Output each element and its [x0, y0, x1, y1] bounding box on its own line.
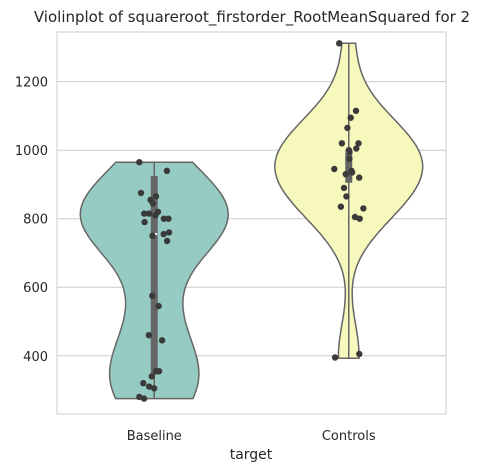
data-point: [136, 393, 143, 401]
data-point: [356, 350, 363, 358]
data-point: [347, 114, 354, 121]
x-axis-label: target: [230, 447, 273, 463]
data-point: [155, 368, 163, 375]
data-point: [140, 380, 147, 387]
data-point: [353, 145, 360, 152]
y-tick-label: 400: [23, 350, 48, 365]
data-point: [331, 165, 338, 173]
chart-title: Violinplot of squareroot_firstorder_Root…: [34, 8, 470, 27]
data-point: [136, 159, 143, 166]
data-point: [160, 215, 168, 222]
data-point: [331, 354, 339, 361]
iqr-box: [150, 175, 158, 375]
plot-area: 400 600 800 1000 1200 Baseline Controls: [15, 31, 447, 444]
data-point: [163, 167, 171, 174]
data-point: [141, 210, 148, 217]
data-point: [158, 337, 166, 344]
data-point: [140, 395, 148, 402]
y-tick-label: 600: [23, 281, 48, 296]
data-point: [342, 171, 349, 178]
data-point: [146, 383, 153, 390]
data-point: [145, 332, 153, 339]
data-point: [344, 124, 351, 132]
data-point: [148, 373, 155, 380]
data-point: [152, 212, 159, 219]
y-tick-label: 800: [23, 213, 48, 228]
data-point: [356, 215, 363, 222]
data-point: [355, 140, 362, 147]
data-point: [155, 302, 162, 310]
data-point: [165, 215, 172, 222]
data-point: [348, 169, 356, 176]
data-point: [360, 205, 367, 212]
data-point: [165, 229, 173, 236]
data-point: [163, 237, 171, 245]
iqr-box: [345, 150, 353, 183]
data-point: [338, 140, 346, 147]
y-tick-label: 1200: [15, 76, 48, 91]
data-point: [152, 193, 160, 200]
data-point: [160, 230, 167, 238]
x-tick-label: Controls: [322, 429, 376, 444]
data-point: [336, 40, 343, 47]
data-point: [340, 184, 348, 192]
data-point: [337, 203, 345, 210]
data-point: [356, 174, 363, 181]
data-point: [150, 385, 158, 392]
data-point: [149, 232, 156, 239]
data-point: [145, 210, 153, 217]
data-point: [149, 200, 157, 207]
data-point: [149, 292, 156, 299]
data-point: [343, 193, 350, 200]
plot-frame: [56, 31, 447, 415]
data-point: [137, 189, 145, 197]
data-point: [352, 107, 360, 115]
data-point: [346, 155, 353, 162]
y-tick-label: 1000: [15, 144, 48, 159]
data-point: [141, 218, 148, 226]
data-point: [346, 148, 353, 156]
x-tick-label: Baseline: [127, 429, 182, 444]
